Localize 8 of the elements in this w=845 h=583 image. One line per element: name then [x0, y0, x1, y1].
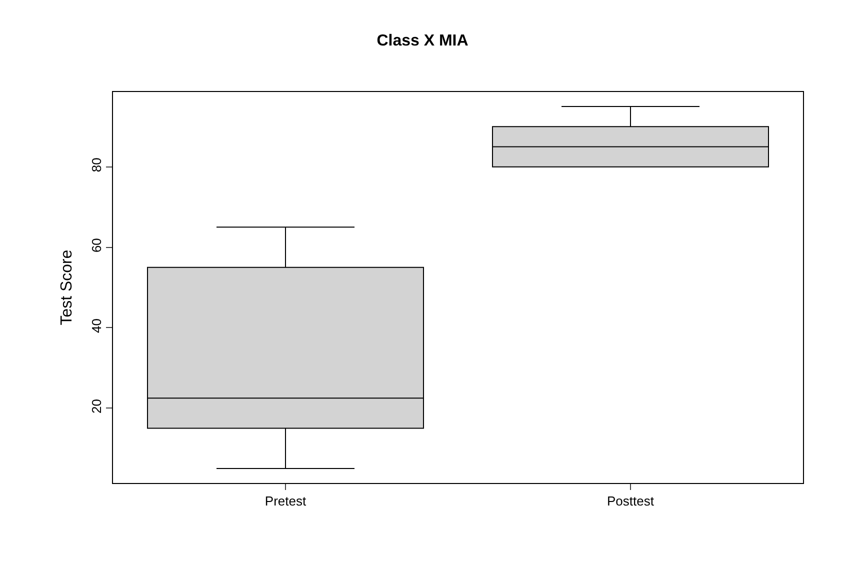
y-axis-title: Test Score [58, 250, 76, 326]
y-tick-label: 40 [88, 318, 104, 334]
x-tick-label: Posttest [607, 494, 654, 509]
x-tick-label: Pretest [264, 494, 306, 509]
y-tick-label: 80 [88, 158, 104, 172]
chart-title: Class X MIA [376, 32, 469, 50]
y-tick-label: 60 [88, 238, 104, 253]
y-tick-label: 20 [88, 398, 104, 414]
